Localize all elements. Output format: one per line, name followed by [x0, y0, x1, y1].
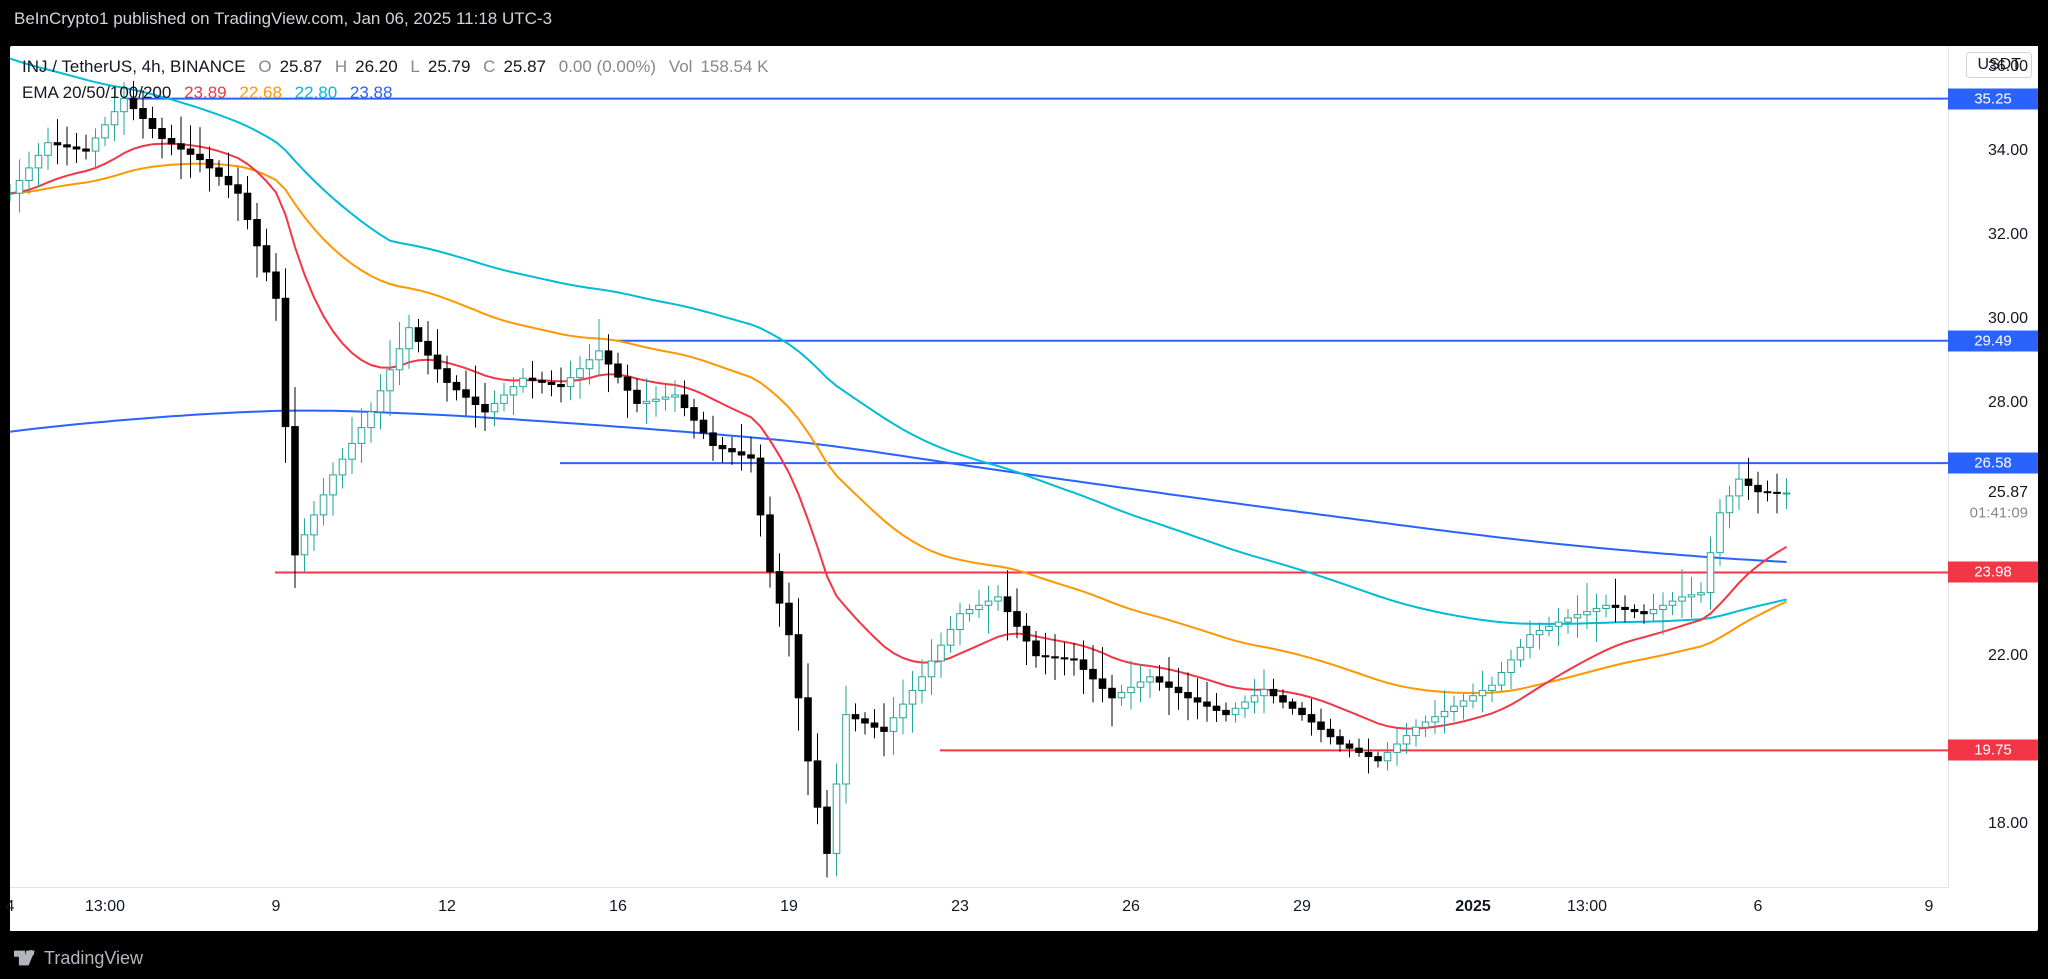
- price-line-label: 19.75: [1948, 740, 2038, 761]
- price-now-label: 25.87: [1988, 484, 2028, 502]
- y-tick: 28.00: [1988, 394, 2028, 412]
- x-tick: 13:00: [85, 898, 125, 916]
- x-tick: 23: [951, 898, 969, 916]
- chart-plot[interactable]: INJ / TetherUS, 4h, BINANCE O25.87 H26.2…: [10, 46, 1948, 887]
- y-tick: 34.00: [1988, 142, 2028, 160]
- x-tick: 29: [1293, 898, 1311, 916]
- x-tick: 9: [272, 898, 281, 916]
- y-tick: 36.00: [1988, 58, 2028, 76]
- countdown-label: 01:41:09: [1970, 504, 2028, 521]
- x-tick: 6: [1754, 898, 1763, 916]
- publish-bar: BeInCrypto1 published on TradingView.com…: [0, 0, 2048, 38]
- x-tick: 2025: [1455, 898, 1491, 916]
- y-axis[interactable]: USDT 36.0034.0032.0030.0028.0022.0018.00…: [1948, 46, 2038, 887]
- y-tick: 32.00: [1988, 226, 2028, 244]
- x-tick: 12: [438, 898, 456, 916]
- x-axis[interactable]: 413:009121619232629202513:0069: [10, 887, 1948, 931]
- x-tick: 19: [780, 898, 798, 916]
- tradingview-logo-icon: [14, 947, 36, 969]
- publish-text: BeInCrypto1 published on TradingView.com…: [14, 9, 552, 29]
- x-tick: 26: [1122, 898, 1140, 916]
- x-tick: 16: [609, 898, 627, 916]
- chart-svg: [10, 46, 1948, 887]
- y-tick: 30.00: [1988, 310, 2028, 328]
- chart-card[interactable]: INJ / TetherUS, 4h, BINANCE O25.87 H26.2…: [10, 46, 2038, 931]
- x-tick: 4: [6, 898, 15, 916]
- x-tick: 13:00: [1567, 898, 1607, 916]
- x-tick: 9: [1925, 898, 1934, 916]
- price-line-label: 23.98: [1948, 562, 2038, 583]
- price-line-label: 35.25: [1948, 88, 2038, 109]
- footer-text: TradingView: [44, 948, 143, 969]
- y-tick: 22.00: [1988, 647, 2028, 665]
- price-line-label: 26.58: [1948, 453, 2038, 474]
- tradingview-footer: TradingView: [14, 947, 143, 969]
- price-line-label: 29.49: [1948, 330, 2038, 351]
- y-tick: 18.00: [1988, 815, 2028, 833]
